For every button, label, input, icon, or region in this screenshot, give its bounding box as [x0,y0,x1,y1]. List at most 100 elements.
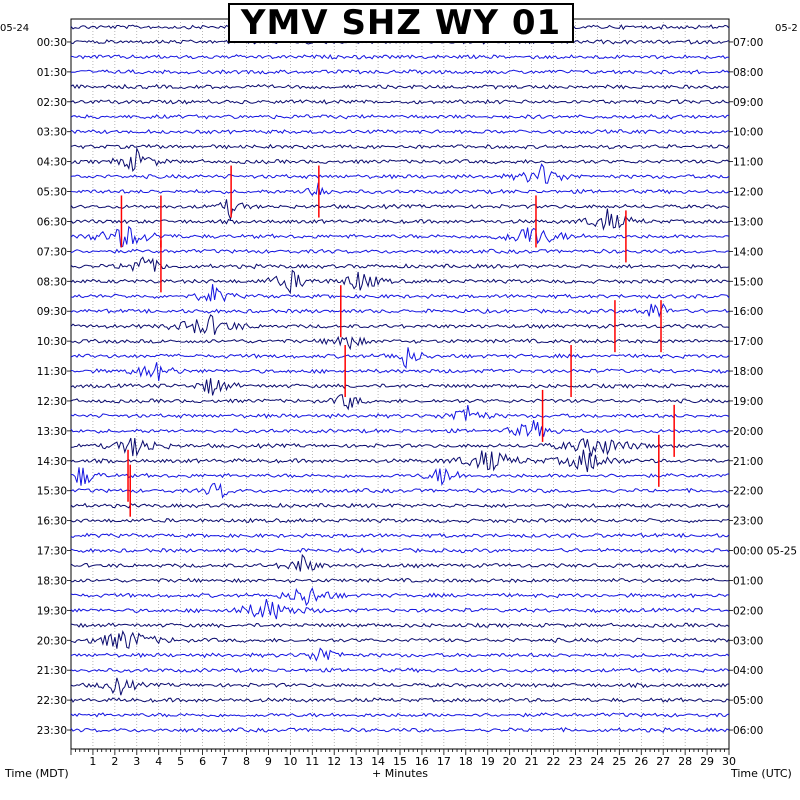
left-time-label: 06:30 [37,216,67,228]
right-time-label: 11:00 [733,157,763,169]
x-tick-label: 12 [327,755,341,768]
x-tick-label: 27 [656,755,670,768]
plot-area [70,18,730,750]
left-time-label: 18:30 [37,575,67,587]
trace-line [70,284,730,303]
right-time-label: 08:00 [733,67,763,79]
left-axis-label: Time (MDT) [4,767,69,780]
right-time-label: 15:00 [733,276,763,288]
trace-line [70,83,730,90]
trace-line [70,248,730,255]
left-time-label: 05:30 [37,187,67,199]
trace-line [70,420,730,438]
trace-line [70,547,730,554]
trace-line [70,128,730,135]
x-tick-label: 17 [437,755,451,768]
trace-line [70,712,730,718]
right-time-label: 23:00 [733,516,763,528]
right-time-label: 10:00 [733,127,763,139]
left-time-label: 21:30 [37,665,67,677]
trace-line [70,586,730,607]
trace-line [70,577,730,584]
trace-line [70,405,730,421]
trace-line [70,146,730,172]
x-tick-label: 29 [700,755,714,768]
right-time-label: 14:00 [733,246,763,258]
trace-line [70,199,730,221]
trace-line [70,482,730,499]
left-time-label: 19:30 [37,605,67,617]
x-tick-label: 18 [459,755,473,768]
trace-line [70,697,730,703]
right-time-label: 01:00 [733,575,763,587]
trace-line [70,502,730,509]
x-tick-label: 6 [199,755,206,768]
left-date-label: 05-24 [0,23,29,34]
x-tick-label: 23 [568,755,582,768]
x-tick-label: 21 [525,755,539,768]
trace-line [70,629,730,649]
trace-line [70,68,730,75]
x-tick-label: 19 [481,755,495,768]
trace-line [70,163,730,184]
trace-line [70,437,730,458]
right-time-label: 02:00 [733,605,763,617]
x-tick-label: 4 [155,755,162,768]
trace-line [70,362,730,382]
left-time-label: 09:30 [37,306,67,318]
left-time-label: 11:30 [37,366,67,378]
x-tick-label: 14 [371,755,385,768]
x-tick-label: 3 [133,755,140,768]
right-time-label: 19:00 [733,396,763,408]
trace-line [70,517,730,524]
trace-line [70,335,730,351]
x-tick-label: 13 [349,755,363,768]
trace-line [70,208,730,231]
right-time-label: 16:00 [733,306,763,318]
right-time-label: 22:00 [733,486,763,498]
x-tick-label: 10 [283,755,297,768]
trace-line [70,727,730,733]
right-date-label: 05-2 [775,23,798,34]
x-tick-label: 11 [305,755,319,768]
x-tick-label: 30 [722,755,736,768]
trace-line [70,182,730,197]
right-time-label: 07:00 [733,37,763,49]
trace-line [70,314,730,335]
x-tick-label: 28 [678,755,692,768]
trace-line [70,143,730,150]
x-tick-label: 16 [415,755,429,768]
left-time-label: 12:30 [37,396,67,408]
trace-line [70,598,730,620]
right-time-label: 06:00 [733,725,763,737]
left-time-label: 23:30 [37,725,67,737]
right-axis-label: Time (UTC) [730,767,792,780]
x-tick-label: 15 [393,755,407,768]
x-tick-label: 7 [221,755,228,768]
x-tick-label: 26 [634,755,648,768]
left-time-label: 20:30 [37,635,67,647]
left-time-label: 07:30 [37,246,67,258]
trace-line [70,225,730,248]
trace-line [70,553,730,572]
x-tick-label: 20 [503,755,517,768]
trace-line [70,449,730,473]
trace-line [70,394,730,411]
x-tick-label: 9 [265,755,272,768]
x-tick-label: 25 [612,755,626,768]
left-time-label: 17:30 [37,546,67,558]
trace-line [70,98,730,105]
right-time-label: 05:00 [733,695,763,707]
left-time-label: 10:30 [37,336,67,348]
x-tick-label: 22 [547,755,561,768]
left-time-label: 16:30 [37,516,67,528]
chart-title: YMV SHZ WY 01 [228,3,574,43]
x-axis-label: + Minutes [372,767,428,780]
trace-line [70,269,729,295]
left-time-label: 04:30 [37,157,67,169]
right-time-label: 17:00 [733,336,763,348]
right-time-label: 09:00 [733,97,763,109]
trace-line [70,622,730,629]
trace-line [70,667,730,674]
